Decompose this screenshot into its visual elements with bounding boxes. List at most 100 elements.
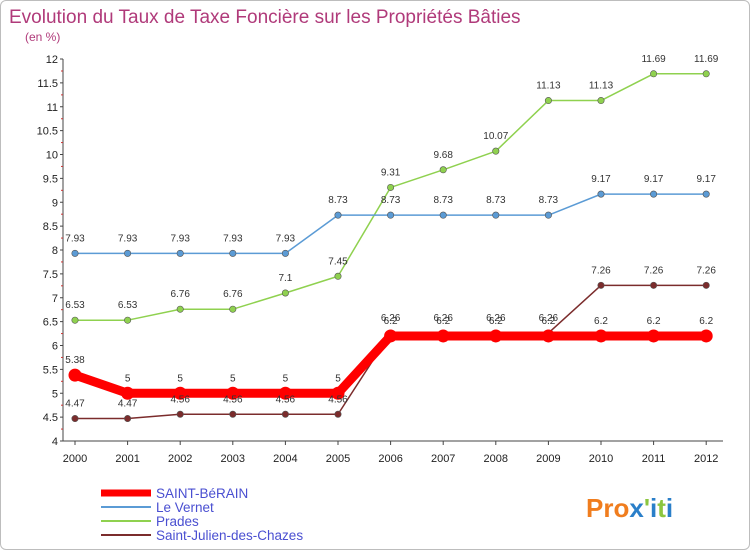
data-point <box>594 329 608 343</box>
data-label: 4.47 <box>65 399 85 410</box>
data-label: 7.1 <box>278 273 292 284</box>
y-tick-label: 9.5 <box>43 173 58 185</box>
data-label: 8.73 <box>381 195 401 206</box>
data-label: 9.31 <box>381 167 401 178</box>
data-label: 6.2 <box>489 316 503 327</box>
x-tick-label: 2009 <box>536 453 560 465</box>
y-tick-label: 11.5 <box>37 78 58 90</box>
legend-entry: Prades <box>156 514 199 529</box>
data-point <box>176 410 184 418</box>
legend-entry: Saint-Julien-des-Chazes <box>156 528 303 543</box>
y-tick-label: 4.5 <box>43 412 58 424</box>
data-point <box>71 415 79 423</box>
data-label: 9.17 <box>591 174 611 185</box>
data-label: 7.93 <box>170 233 190 244</box>
y-tick-label: 6 <box>52 341 58 353</box>
data-label: 6.2 <box>699 316 713 327</box>
data-label: 6.2 <box>594 316 608 327</box>
data-point <box>176 305 184 313</box>
y-tick-label: 11 <box>47 102 58 114</box>
data-label: 11.69 <box>694 54 719 65</box>
data-point <box>699 329 713 343</box>
data-point <box>124 249 132 257</box>
data-label: 11.13 <box>589 81 614 92</box>
x-tick-label: 2007 <box>431 453 455 465</box>
data-point <box>331 386 345 400</box>
y-tick-label: 6.5 <box>43 317 58 329</box>
logo-letter: x <box>629 493 644 523</box>
logo-letter: t <box>657 493 666 523</box>
data-label: 9.17 <box>644 174 664 185</box>
data-point <box>124 415 132 423</box>
logo-letter: r <box>603 493 613 523</box>
data-point <box>387 183 395 191</box>
data-point <box>71 316 79 324</box>
y-tick-label: 4 <box>52 436 58 448</box>
x-tick-label: 2001 <box>115 453 139 465</box>
logo-text: Prox'iti <box>586 493 673 523</box>
data-label: 6.76 <box>170 289 190 300</box>
data-label: 6.76 <box>223 289 243 300</box>
series-line <box>70 331 711 398</box>
data-point <box>647 329 661 343</box>
data-label: 4.56 <box>276 394 296 405</box>
y-tick-label: 12 <box>46 54 58 66</box>
data-label: 7.26 <box>644 265 664 276</box>
data-label: 4.56 <box>170 394 190 405</box>
legend-entry: Le Vernet <box>156 500 214 515</box>
data-label: 10.07 <box>483 131 508 142</box>
data-label: 6.26 <box>539 313 559 324</box>
logo-letter: i <box>650 493 657 523</box>
series-group <box>68 70 713 423</box>
data-point <box>702 190 710 198</box>
data-point <box>124 316 132 324</box>
y-tick-label: 10.5 <box>37 126 58 138</box>
x-tick-label: 2003 <box>221 453 245 465</box>
data-point <box>544 211 552 219</box>
data-label: 5 <box>283 373 289 384</box>
x-tick-label: 2000 <box>63 453 87 465</box>
data-label: 8.73 <box>433 195 453 206</box>
data-label: 5.38 <box>65 355 85 366</box>
chart-subtitle: (en %) <box>25 30 60 44</box>
data-label: 6.26 <box>433 313 453 324</box>
proxiti-logo: Prox'iti <box>586 493 673 523</box>
data-label: 7.93 <box>223 233 243 244</box>
data-label: 8.73 <box>328 195 348 206</box>
data-label: 7.93 <box>65 233 85 244</box>
data-point <box>384 329 398 343</box>
data-point <box>229 305 237 313</box>
x-tick-label: 2008 <box>484 453 508 465</box>
data-point <box>281 289 289 297</box>
data-point <box>226 386 240 400</box>
legend-entry: SAINT-BéRAIN <box>156 486 248 501</box>
logo-letter: i <box>666 493 673 523</box>
data-label: 6.53 <box>65 300 85 311</box>
data-label: 6.2 <box>436 316 450 327</box>
data-point <box>334 272 342 280</box>
data-point <box>176 249 184 257</box>
data-label: 4.56 <box>328 394 348 405</box>
data-point <box>544 97 552 105</box>
data-label: 5 <box>125 373 131 384</box>
data-label: 6.2 <box>384 316 398 327</box>
y-tick-label: 10 <box>46 150 58 162</box>
x-tick-label: 2006 <box>378 453 402 465</box>
x-tick-label: 2005 <box>326 453 350 465</box>
data-label: 8.73 <box>486 195 506 206</box>
data-label: 6.53 <box>118 300 138 311</box>
logo-letter: P <box>586 493 603 523</box>
data-label: 6.2 <box>647 316 661 327</box>
data-point <box>68 368 82 382</box>
data-point <box>229 249 237 257</box>
data-point <box>597 281 605 289</box>
y-tick-label: 5.5 <box>43 364 58 376</box>
data-point <box>71 249 79 257</box>
data-point <box>334 410 342 418</box>
data-label: 5 <box>230 373 236 384</box>
data-point <box>492 147 500 155</box>
data-label: 4.56 <box>223 394 243 405</box>
